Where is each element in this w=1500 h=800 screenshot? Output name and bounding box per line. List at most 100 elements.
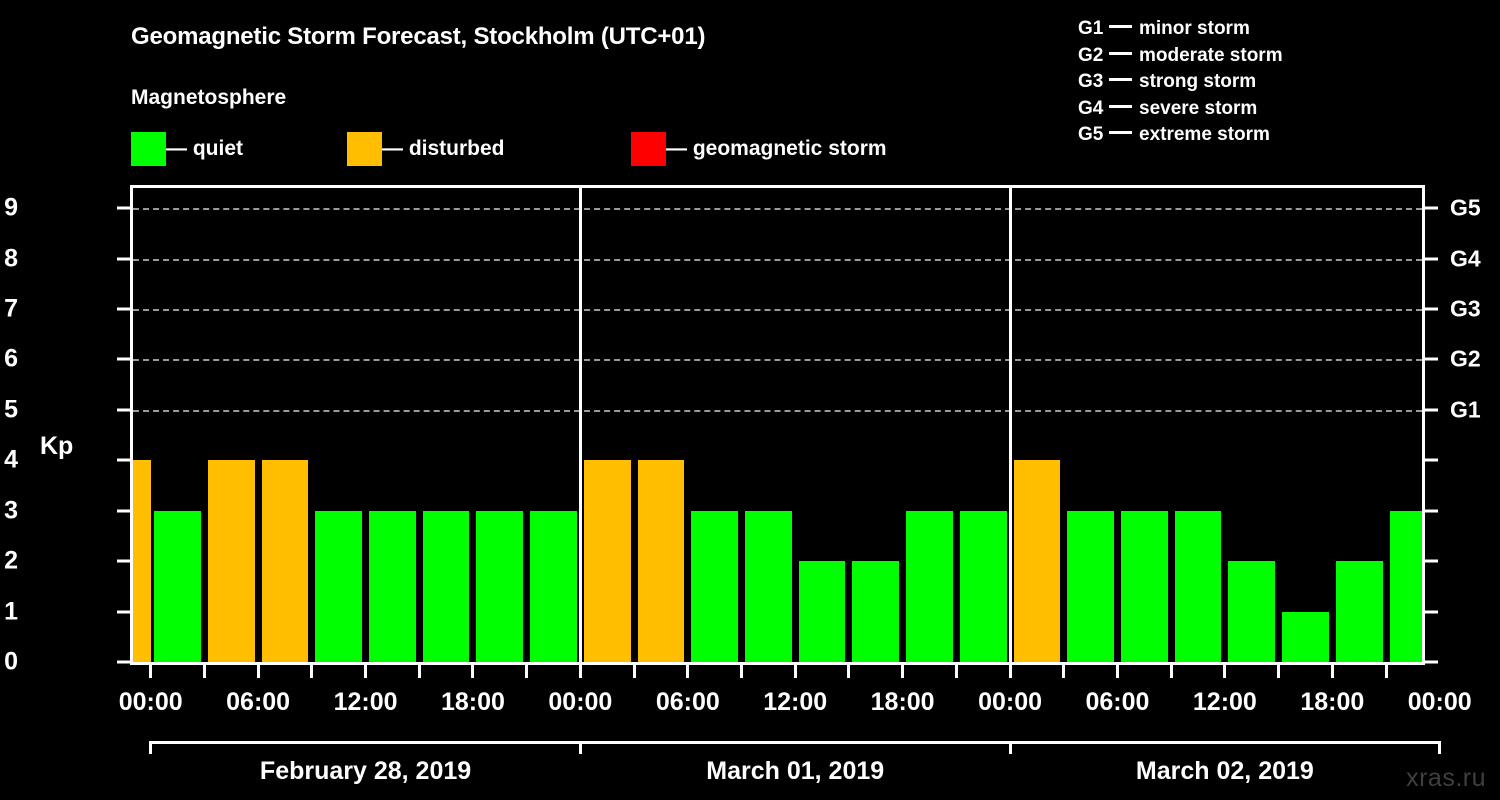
x-tick-mark-3 [310, 665, 314, 678]
page-title: Geomagnetic Storm Forecast, Stockholm (U… [131, 23, 706, 50]
bar-kp[interactable] [637, 460, 685, 662]
bar-kp[interactable] [1335, 561, 1383, 662]
g-legend-description: severe storm [1139, 97, 1258, 119]
y-tick-label-9: 9 [4, 193, 18, 222]
x-tick-mark-19 [1169, 665, 1173, 678]
bracket-cap-left [1008, 741, 1012, 754]
legend-entry-disturbed[interactable]: — disturbed [347, 132, 505, 166]
y-tick-mark-7 [117, 307, 130, 311]
legend-swatch-quiet-icon [131, 132, 166, 166]
y-tick-label-2: 2 [4, 546, 18, 575]
x-tick-label-10: 12:00 [1192, 688, 1257, 716]
y-tick-mark-4 [117, 458, 130, 462]
bracket-line [149, 741, 582, 744]
legend-entry-quiet[interactable]: — quiet [131, 132, 243, 166]
x-tick-mark-23 [1384, 665, 1388, 678]
x-tick-label-11: 18:00 [1300, 688, 1365, 716]
gridline-kp-7 [133, 309, 1422, 312]
legend-swatch-geomagnetic-storm-icon [631, 132, 666, 166]
bar-kp[interactable] [906, 510, 953, 662]
y-tick-label-3: 3 [4, 496, 18, 525]
em-dash-icon [1109, 104, 1132, 108]
bar-kp[interactable] [691, 510, 738, 662]
g-legend-code: G1 [1078, 18, 1104, 39]
x-tick-mark-22 [1330, 665, 1334, 678]
g-legend-code: G3 [1078, 71, 1104, 92]
watermark: xras.ru [1406, 764, 1486, 792]
g-legend-row-g4: G4 severe storm [1078, 96, 1283, 123]
g-legend-row-g1: G1 minor storm [1078, 16, 1283, 43]
bar-kp[interactable] [476, 510, 524, 662]
y-tick-label-7: 7 [4, 294, 18, 323]
y-tick-label-4: 4 [4, 445, 18, 474]
em-dash-icon [1109, 131, 1132, 135]
gridline-kp-9 [133, 208, 1422, 211]
right-tick-mark-kp-3 [1425, 509, 1438, 513]
g-legend-row-g5: G5 extreme storm [1078, 122, 1283, 149]
bar-kp[interactable] [369, 510, 416, 662]
bar-kp[interactable] [1389, 510, 1422, 662]
chart-plot-area [130, 185, 1425, 665]
y-tick-label-6: 6 [4, 344, 18, 373]
g-legend-description: strong storm [1139, 71, 1257, 92]
legend-label: — geomagnetic storm [666, 137, 887, 160]
bracket-line [578, 741, 1012, 744]
g-legend-description: moderate storm [1139, 44, 1283, 66]
em-dash-icon [1109, 78, 1132, 82]
y-tick-mark-3 [117, 509, 130, 513]
g-legend-code: G5 [1078, 124, 1104, 145]
y-axis-label: Kp [40, 432, 74, 460]
g-legend-code: G2 [1078, 44, 1104, 66]
bar-kp[interactable] [133, 460, 151, 662]
x-tick-label-6: 12:00 [763, 688, 828, 716]
x-tick-label-9: 06:00 [1085, 688, 1150, 716]
right-tick-mark-kp-8 [1425, 257, 1438, 261]
bar-kp[interactable] [959, 510, 1007, 662]
y-tick-mark-6 [117, 357, 130, 361]
bar-kp[interactable] [798, 561, 846, 662]
x-tick-mark-5 [417, 665, 421, 678]
g-legend-description: extreme storm [1139, 124, 1270, 145]
bar-kp[interactable] [207, 460, 255, 662]
x-tick-label-5: 06:00 [655, 688, 720, 716]
bar-kp[interactable] [1228, 561, 1276, 662]
g-legend-code: G4 [1078, 97, 1104, 119]
bar-kp[interactable] [154, 510, 201, 662]
bracket-cap-left [149, 741, 153, 754]
right-axis-label-g2: G2 [1450, 345, 1481, 372]
x-tick-label-1: 06:00 [226, 688, 291, 716]
gridline-kp-6 [133, 359, 1422, 362]
bar-kp[interactable] [1120, 510, 1168, 662]
x-tick-mark-21 [1277, 665, 1281, 678]
x-tick-mark-10 [686, 665, 690, 678]
x-tick-mark-11 [740, 665, 743, 678]
x-tick-mark-15 [954, 665, 958, 678]
x-tick-label-2: 12:00 [333, 688, 398, 716]
bar-kp[interactable] [315, 510, 363, 662]
x-tick-label-3: 18:00 [440, 688, 505, 716]
x-tick-mark-7 [525, 665, 529, 678]
x-tick-mark-6 [471, 665, 475, 678]
date-bracket-1 [149, 741, 582, 754]
bar-kp[interactable] [1282, 611, 1329, 662]
bar-kp[interactable] [422, 510, 470, 662]
right-tick-mark-kp-4 [1425, 458, 1438, 462]
x-tick-label-8: 00:00 [978, 688, 1043, 716]
bar-kp[interactable] [1174, 510, 1222, 662]
g-scale-legend: G1 minor storm G2 moderate storm G3 strong st… [1078, 16, 1283, 149]
g-legend-row-g2: G2 moderate storm [1078, 43, 1283, 70]
bar-kp[interactable] [261, 460, 309, 662]
x-tick-label-4: 00:00 [548, 688, 613, 716]
gridline-kp-5 [133, 409, 1422, 412]
y-tick-mark-9 [117, 206, 130, 210]
bar-kp[interactable] [583, 460, 631, 662]
bar-kp[interactable] [1067, 510, 1114, 662]
bar-kp[interactable] [852, 561, 900, 662]
legend-label: — quiet [166, 137, 243, 160]
x-tick-mark-16 [1008, 665, 1012, 678]
right-axis-label-g3: G3 [1450, 295, 1481, 322]
bar-kp[interactable] [745, 510, 792, 662]
legend-entry-geomagnetic-storm[interactable]: — geomagnetic storm [631, 132, 887, 166]
bar-kp[interactable] [530, 510, 577, 662]
bar-kp[interactable] [1013, 460, 1061, 662]
